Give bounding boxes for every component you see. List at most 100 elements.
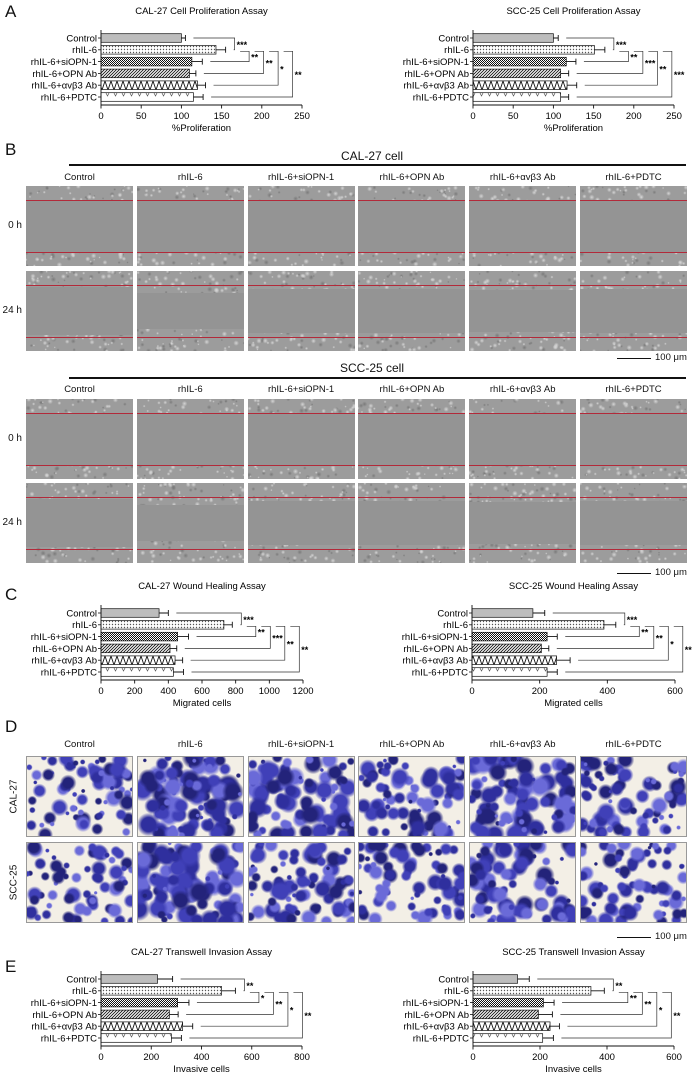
x-tick-label: 0: [98, 1052, 103, 1063]
scale-bar-label: 100 μm: [655, 352, 687, 363]
wound-micrograph-cal27: [358, 271, 466, 351]
x-tick-label: 250: [294, 111, 310, 122]
significance-bracket: [196, 991, 260, 1003]
error-bar-2: [191, 58, 203, 65]
x-tick-label: 800: [294, 1052, 310, 1063]
error-bar-3: [189, 70, 197, 77]
bar-1: [100, 45, 217, 55]
bar-5: [472, 92, 561, 102]
chart-cal27-proliferation: CAL-27 Cell Proliferation AssayControlrh…: [31, 6, 310, 134]
wound-edge-line: [580, 284, 687, 287]
category-label: rhIL-6+αvβ3 Ab: [31, 656, 97, 667]
column-label-scc25: rhIL-6+PDTC: [605, 384, 662, 395]
wound-gap: [26, 499, 133, 547]
wound-edge-line: [469, 548, 577, 551]
wound-gap: [580, 412, 687, 466]
category-label: rhIL-6+αvβ3 Ab: [403, 81, 469, 92]
x-tick-label: 1200: [292, 686, 313, 697]
column-label-scc25: rhIL-6: [177, 384, 203, 395]
wound-edge-line: [247, 284, 355, 287]
wound-micrograph-scc25: [247, 483, 355, 563]
significance-label: ***: [674, 70, 685, 80]
wound-edge-line: [469, 496, 577, 499]
wound-edge-line: [358, 496, 466, 499]
wound-gap: [469, 502, 577, 544]
column-label-cal27: Control: [64, 172, 95, 183]
bar-3: [100, 643, 171, 654]
chart-title: CAL-27 Transwell Invasion Assay: [131, 947, 272, 958]
panel-letter-c: C: [5, 585, 18, 604]
significance-bracket: [210, 50, 250, 62]
wound-edge-line: [580, 412, 687, 415]
wound-micrograph-cal27: [580, 271, 687, 351]
category-label: rhIL-6+OPN Ab: [404, 69, 469, 80]
wound-edge-line: [136, 251, 244, 254]
bar-2: [100, 631, 178, 642]
bar-4: [100, 655, 176, 665]
chart-cal27-wound-healing: CAL-27 Wound Healing AssayControlrhIL-6r…: [31, 581, 314, 709]
wound-micrograph-scc25: [247, 399, 355, 479]
error-bar-1: [590, 987, 605, 994]
category-label: rhIL-6: [72, 620, 97, 631]
wound-edge-line: [580, 464, 687, 467]
significance-label: **: [287, 639, 295, 649]
bar-0: [100, 974, 158, 984]
bar-5: [100, 667, 174, 677]
x-tick-label: 50: [136, 111, 147, 122]
significance-bracket: [180, 978, 245, 992]
category-label: rhIL-6+PDTC: [41, 92, 97, 103]
wound-micrograph-scc25: [136, 399, 244, 479]
transwell-micrograph: [26, 842, 133, 923]
chart-scc25-wound-healing: SCC-25 Wound Healing AssayControlrhIL-6r…: [402, 581, 693, 709]
significance-label: **: [673, 1011, 681, 1021]
bar-3: [100, 68, 190, 79]
column-label-transwell: rhIL-6: [177, 739, 203, 750]
x-tick-label: 0: [469, 686, 474, 697]
x-tick-label: 600: [666, 1052, 682, 1063]
wound-edge-line: [247, 412, 355, 415]
time-label-cal27: 24 h: [2, 305, 22, 316]
error-bar-1: [223, 621, 233, 628]
bar-2: [472, 997, 544, 1008]
wound-edge-line: [580, 251, 687, 254]
wound-cal27-divider: [69, 164, 686, 166]
wound-edge-line: [469, 284, 577, 287]
significance-label: *: [280, 64, 284, 74]
significance-bracket: [576, 50, 644, 74]
significance-label: **: [615, 981, 623, 991]
significance-label: **: [275, 999, 283, 1009]
transwell-micrograph: [247, 842, 355, 923]
x-tick-label: 150: [214, 111, 230, 122]
cell-line-label: SCC-25: [8, 864, 20, 900]
significance-bracket: [562, 991, 629, 1003]
cell-line-label: CAL-27: [8, 779, 20, 813]
wound-micrograph-cal27: [580, 186, 687, 266]
category-label: rhIL-6: [72, 45, 97, 56]
wound-gap: [469, 290, 577, 332]
error-bar-3: [560, 70, 570, 77]
significance-bracket: [584, 50, 658, 86]
column-label-transwell: rhIL-6+αvβ3 Ab: [489, 739, 556, 750]
significance-bracket: [184, 625, 271, 649]
significance-label: ***: [627, 615, 638, 625]
error-bar-5: [193, 94, 204, 100]
bar-4: [471, 655, 557, 665]
wound-micrograph-cal27: [26, 271, 133, 351]
scale-bar: [617, 937, 651, 939]
bar-5: [472, 1033, 544, 1043]
column-label-cal27: rhIL-6: [177, 172, 203, 183]
category-label: rhIL-6: [443, 620, 468, 631]
bar-0: [471, 608, 534, 618]
wound-micrograph-scc25: [26, 483, 133, 563]
significance-bracket: [191, 625, 300, 673]
x-tick-label: 200: [626, 111, 642, 122]
wound-micrograph-cal27: [247, 186, 355, 266]
significance-bracket: [189, 991, 303, 1039]
wound-gap: [136, 293, 244, 329]
wound-micrograph-cal27: [26, 186, 133, 266]
category-label: rhIL-6+siOPN-1: [31, 57, 97, 68]
x-tick-label: 250: [666, 111, 682, 122]
wound-gap: [136, 412, 244, 466]
wound-gap: [469, 412, 577, 466]
error-bar-3: [170, 645, 178, 652]
